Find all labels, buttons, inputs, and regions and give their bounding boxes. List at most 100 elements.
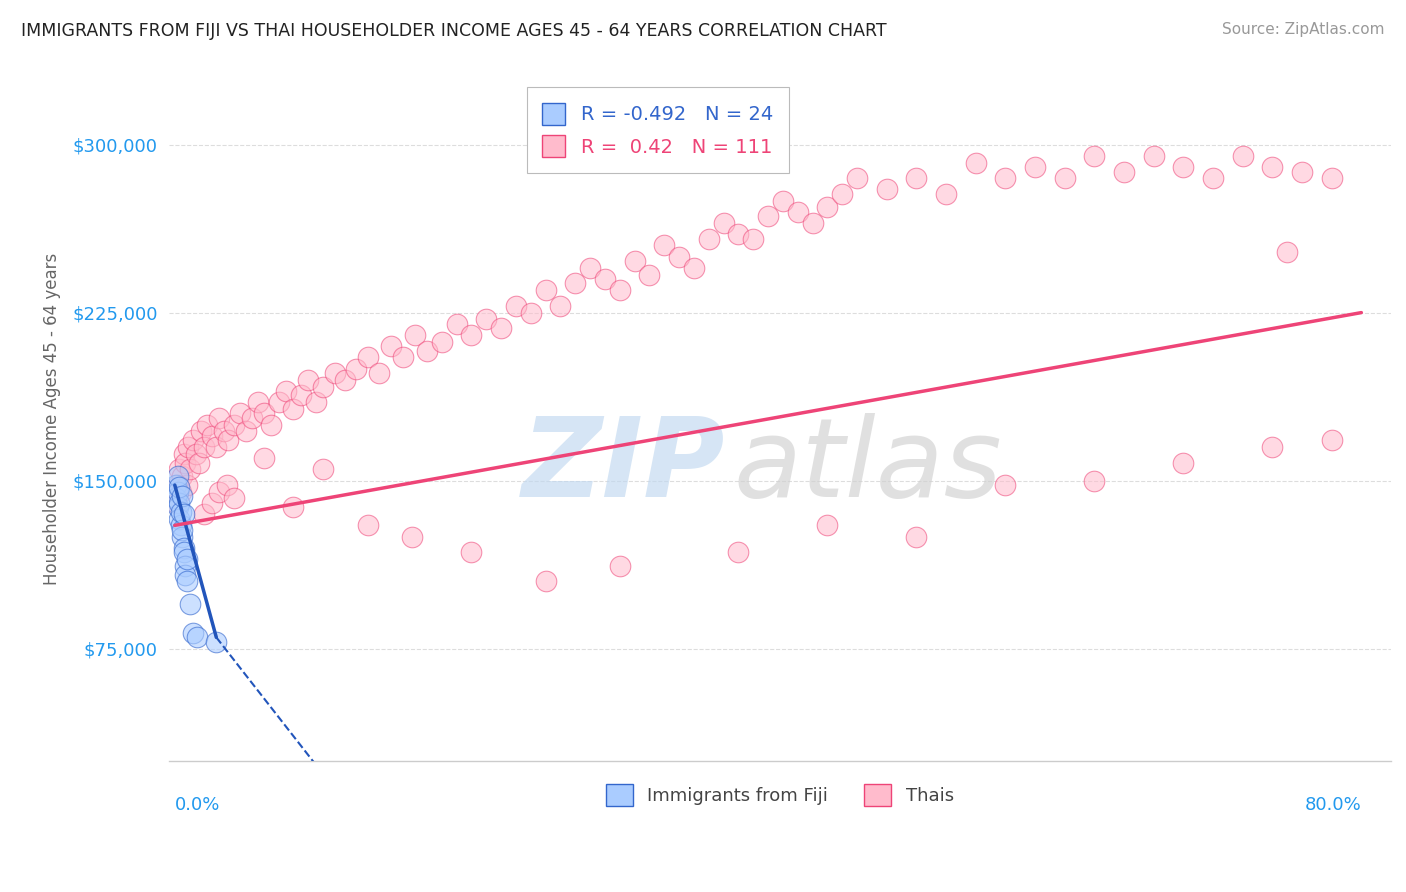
Point <box>593 272 616 286</box>
Point <box>193 507 215 521</box>
Y-axis label: Householder Income Ages 45 - 64 years: Householder Income Ages 45 - 64 years <box>44 252 60 585</box>
Point <box>190 425 212 439</box>
Point <box>380 339 402 353</box>
Point <box>1112 164 1135 178</box>
Point <box>416 343 439 358</box>
Point <box>742 232 765 246</box>
Point <box>229 406 252 420</box>
Point <box>965 155 987 169</box>
Point <box>1024 160 1046 174</box>
Point <box>181 434 204 448</box>
Point <box>260 417 283 432</box>
Point <box>173 545 195 559</box>
Point <box>430 334 453 349</box>
Point <box>401 530 423 544</box>
Point <box>652 238 675 252</box>
Point <box>181 625 204 640</box>
Point <box>176 552 198 566</box>
Point <box>460 328 482 343</box>
Point <box>335 373 357 387</box>
Point <box>166 500 188 515</box>
Point <box>170 484 193 499</box>
Point <box>727 545 749 559</box>
Point <box>475 312 498 326</box>
Point <box>683 260 706 275</box>
Point <box>713 216 735 230</box>
Point <box>534 283 557 297</box>
Text: IMMIGRANTS FROM FIJI VS THAI HOUSEHOLDER INCOME AGES 45 - 64 YEARS CORRELATION C: IMMIGRANTS FROM FIJI VS THAI HOUSEHOLDER… <box>21 22 887 40</box>
Point <box>505 299 527 313</box>
Point <box>356 351 378 365</box>
Point <box>166 478 188 492</box>
Point <box>876 182 898 196</box>
Point <box>172 469 194 483</box>
Point <box>174 456 197 470</box>
Point <box>446 317 468 331</box>
Point <box>344 361 367 376</box>
Point <box>201 429 224 443</box>
Point <box>623 254 645 268</box>
Point <box>356 518 378 533</box>
Point <box>323 366 346 380</box>
Point <box>1261 160 1284 174</box>
Point <box>217 434 239 448</box>
Point <box>1053 171 1076 186</box>
Point <box>1173 160 1195 174</box>
Point <box>167 462 190 476</box>
Point <box>165 478 187 492</box>
Point <box>1232 149 1254 163</box>
Point <box>697 232 720 246</box>
Point <box>846 171 869 186</box>
Point <box>165 496 187 510</box>
Point <box>564 277 586 291</box>
Point <box>1261 440 1284 454</box>
Point <box>368 366 391 380</box>
Point <box>174 558 197 573</box>
Point <box>1320 434 1343 448</box>
Point <box>801 216 824 230</box>
Point <box>173 541 195 555</box>
Point <box>205 635 228 649</box>
Point <box>404 328 426 343</box>
Point <box>815 518 838 533</box>
Point <box>1320 171 1343 186</box>
Point <box>392 351 415 365</box>
Point <box>165 491 187 506</box>
Point <box>173 447 195 461</box>
Point <box>550 299 572 313</box>
Point <box>312 462 335 476</box>
Point <box>176 478 198 492</box>
Text: Source: ZipAtlas.com: Source: ZipAtlas.com <box>1222 22 1385 37</box>
Point <box>267 395 290 409</box>
Point <box>905 171 928 186</box>
Point <box>489 321 512 335</box>
Point <box>609 558 631 573</box>
Point <box>167 480 190 494</box>
Point <box>1143 149 1166 163</box>
Point <box>235 425 257 439</box>
Point <box>172 489 194 503</box>
Text: ZIP: ZIP <box>522 413 725 520</box>
Legend: Immigrants from Fiji, Thais: Immigrants from Fiji, Thais <box>599 777 962 813</box>
Point <box>290 388 312 402</box>
Point <box>208 410 231 425</box>
Point <box>253 451 276 466</box>
Point <box>534 574 557 589</box>
Point <box>172 523 194 537</box>
Text: 0.0%: 0.0% <box>174 797 221 814</box>
Point <box>174 567 197 582</box>
Point <box>224 417 246 432</box>
Point <box>297 373 319 387</box>
Point <box>305 395 328 409</box>
Point <box>460 545 482 559</box>
Point <box>1083 474 1105 488</box>
Point <box>312 379 335 393</box>
Point <box>212 425 235 439</box>
Point <box>668 250 690 264</box>
Point <box>173 507 195 521</box>
Point <box>1202 171 1225 186</box>
Point <box>638 268 661 282</box>
Point <box>240 410 263 425</box>
Point <box>831 186 853 201</box>
Point <box>519 305 541 319</box>
